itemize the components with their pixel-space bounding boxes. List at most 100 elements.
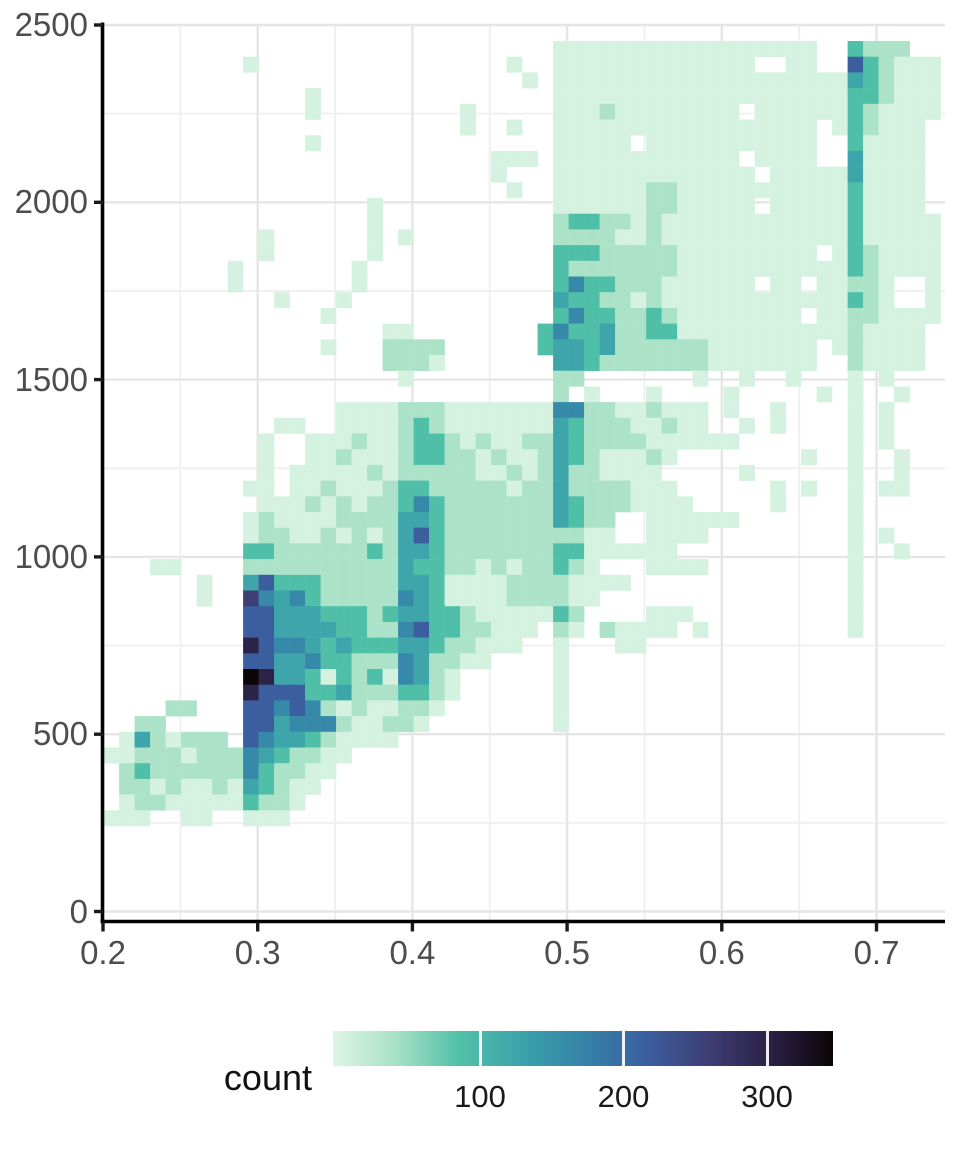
- bin-cell: [646, 276, 662, 293]
- bin-cell: [584, 559, 600, 576]
- bin-cell: [816, 88, 833, 105]
- bin-cell: [692, 150, 709, 167]
- bin-cell: [754, 213, 771, 230]
- bin-cell: [615, 198, 631, 214]
- bin-cell: [909, 150, 926, 167]
- bin-cell: [863, 103, 879, 120]
- bin-cell: [909, 307, 926, 324]
- bin-cell: [630, 213, 647, 230]
- bin-cell: [258, 543, 275, 560]
- bin-cell: [646, 307, 662, 324]
- bin-cell: [816, 229, 833, 246]
- bin-cell: [599, 245, 616, 262]
- bin-cell: [491, 559, 507, 576]
- bin-cell: [553, 417, 569, 434]
- x-tick-label: 0.7: [853, 934, 900, 971]
- bin-cell: [212, 794, 228, 811]
- bin-cell: [444, 496, 461, 513]
- bin-cell: [398, 417, 414, 434]
- bin-cell: [584, 135, 600, 152]
- bin-cell: [615, 433, 631, 450]
- bin-cell: [553, 637, 569, 654]
- bin-cell: [553, 307, 569, 324]
- bin-cell: [351, 496, 368, 513]
- bin-cell: [320, 307, 337, 324]
- bin-cell: [801, 449, 817, 466]
- bin-cell: [708, 150, 724, 167]
- bin-cell: [506, 496, 523, 513]
- bin-cell: [243, 574, 259, 591]
- bin-cell: [847, 386, 864, 403]
- bin-cell: [537, 496, 554, 513]
- bin-cell: [568, 449, 585, 466]
- legend-colorbar: [333, 1031, 833, 1066]
- bin-cell: [274, 684, 290, 701]
- bin-cell: [630, 417, 647, 434]
- bin-cell: [847, 150, 864, 167]
- bin-cell: [584, 543, 600, 560]
- bin-cell: [568, 339, 585, 356]
- bin-cell: [847, 72, 864, 89]
- bin-cell: [692, 433, 709, 450]
- bin-cell: [723, 402, 740, 419]
- bin-cell: [553, 402, 569, 419]
- bin-cell: [801, 182, 817, 199]
- bin-cell: [429, 449, 445, 466]
- bin-cell: [336, 496, 352, 513]
- bin-cell: [398, 370, 414, 387]
- bin-cell: [289, 480, 306, 497]
- bin-cell: [661, 276, 678, 293]
- bin-cell: [568, 464, 585, 481]
- bin-cell: [599, 135, 616, 152]
- bin-cell: [227, 778, 244, 795]
- bin-cell: [925, 292, 941, 309]
- bin-cell: [289, 464, 306, 481]
- bin-cell: [134, 747, 151, 764]
- bin-cell: [134, 731, 151, 748]
- bin-cell: [475, 606, 492, 623]
- bin-cell: [289, 512, 306, 528]
- bin-cell: [708, 213, 724, 230]
- bin-cell: [336, 716, 352, 733]
- bin-cell: [925, 260, 941, 277]
- bin-cell: [305, 684, 321, 701]
- bin-cell: [754, 339, 771, 356]
- bin-cell: [723, 198, 740, 214]
- bin-cell: [553, 386, 569, 403]
- bin-cell: [708, 166, 724, 183]
- bin-cell: [553, 464, 569, 481]
- bin-cell: [429, 543, 445, 560]
- bin-cell: [351, 260, 368, 277]
- bin-cell: [568, 417, 585, 434]
- bin-cell: [615, 229, 631, 246]
- bin-cell: [274, 621, 290, 638]
- bin-cell: [274, 527, 290, 544]
- bin-cell: [770, 307, 786, 324]
- bin-cell: [584, 527, 600, 544]
- bin-cell: [646, 166, 662, 183]
- bin-cell: [801, 150, 817, 167]
- bin-cell: [692, 512, 709, 528]
- bin-cell: [785, 307, 802, 324]
- bin-cell: [584, 480, 600, 497]
- bin-cell: [816, 292, 833, 309]
- bin-cell: [599, 449, 616, 466]
- bin-cell: [444, 606, 461, 623]
- bin-cell: [553, 56, 569, 73]
- bin-cell: [599, 213, 616, 230]
- bin-cell: [537, 402, 554, 419]
- bin-cell: [165, 747, 182, 764]
- bin-cell: [491, 590, 507, 607]
- bin-cell: [801, 480, 817, 497]
- bin-cell: [894, 135, 910, 152]
- bin-cell: [816, 260, 833, 277]
- bin-cell: [723, 72, 740, 89]
- bin-cell: [677, 606, 693, 623]
- bin-cell: [196, 731, 213, 748]
- bin-cell: [599, 119, 616, 136]
- bin-cell: [460, 449, 476, 466]
- bin-cell: [320, 637, 337, 654]
- bin-cell: [847, 417, 864, 434]
- bin-cell: [723, 135, 740, 152]
- bin-cell: [568, 559, 585, 576]
